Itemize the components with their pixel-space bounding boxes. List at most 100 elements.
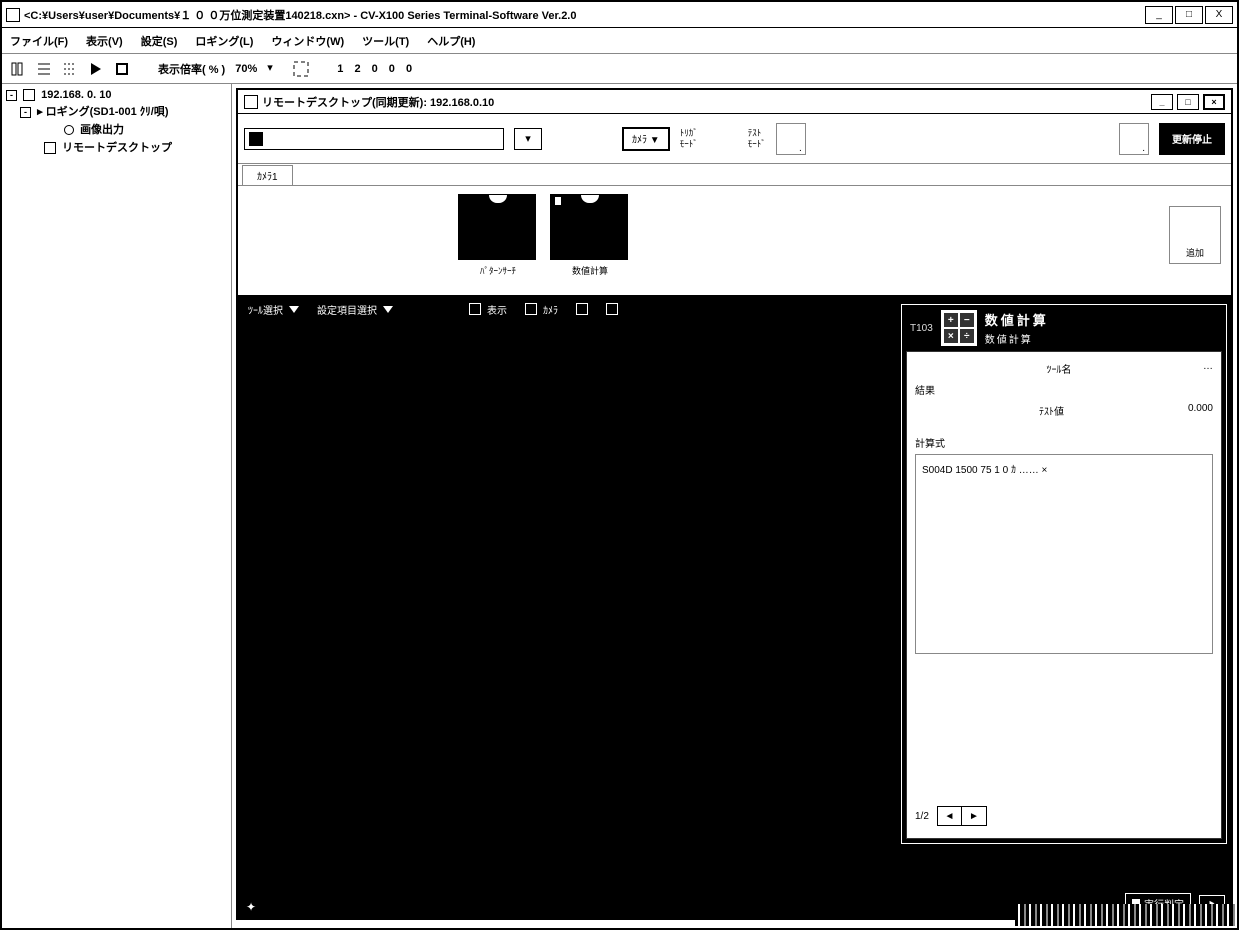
dropdown-icon (249, 132, 263, 146)
inner-minimize-button[interactable]: _ (1151, 94, 1173, 110)
menu-file[interactable]: ファイル(F) (10, 33, 68, 49)
menu-logging[interactable]: ロギング(L) (195, 33, 253, 49)
decorative-noise (1015, 904, 1235, 926)
thumb-label: ﾊﾟﾀｰﾝｻｰﾁ (458, 264, 538, 277)
panel-title: 数値計算 (985, 310, 1049, 329)
tree-output[interactable]: 画像出力 (6, 120, 227, 138)
chevron-down-icon (383, 306, 393, 313)
content-panel: リモートデスクトップ(同期更新): 192.168.0.10 _ □ × ▾ (232, 84, 1237, 928)
display-menu[interactable]: 表示 (469, 302, 507, 317)
minimize-button[interactable]: _ (1145, 6, 1173, 24)
mode-box-1[interactable] (776, 123, 806, 155)
tree-root[interactable]: - 192.168. 0. 10 (6, 88, 227, 102)
tool-select[interactable]: ﾂｰﾙ選択 (248, 302, 299, 317)
pager-label: 1/2 (915, 811, 929, 822)
value-toolname[interactable]: … (1203, 361, 1213, 376)
row-toolname: ﾂｰﾙ名 … (915, 361, 1213, 376)
add-tool-button[interactable]: 追加 (1169, 206, 1221, 264)
value-testvalue: 0.000 (1188, 403, 1213, 418)
tree-label: リモートデスクトップ (62, 142, 172, 154)
close-button[interactable]: X (1205, 6, 1233, 24)
tab-camera1[interactable]: ｶﾒﾗ1 (242, 165, 293, 185)
dropdown-expand[interactable]: ▾ (514, 128, 542, 150)
toolbar-icon-1[interactable] (10, 61, 26, 77)
device-icon (23, 89, 35, 101)
formula-text: S004D 1500 75 1 0 ｶ …… × (922, 465, 1047, 476)
zoom-dropdown-icon[interactable]: ▾ (267, 61, 283, 77)
expand-icon[interactable]: - (20, 107, 31, 118)
mode-box-2[interactable] (1119, 123, 1149, 155)
inner-titlebar: リモートデスクトップ(同期更新): 192.168.0.10 _ □ × (238, 90, 1231, 114)
titlebar: <C:¥Users¥user¥Documents¥１ ０ ０万位測定装置1402… (2, 2, 1237, 28)
app-icon (6, 8, 20, 22)
window-controls: _ □ X (1145, 6, 1233, 24)
inner-toolbar: ▾ ｶﾒﾗ ▼ ﾄﾘｶﾞﾓｰﾄﾞ ﾃｽﾄﾓｰﾄﾞ 更新停止 (238, 114, 1231, 164)
thumb-pattern-search[interactable]: ﾊﾟﾀｰﾝｻｰﾁ (458, 194, 538, 277)
toolbar-play-icon[interactable] (88, 61, 104, 77)
camera-view: ﾂｰﾙ選択 設定項目選択 表示 ｶﾒﾗ T103 +−×÷ (238, 296, 1231, 918)
inner-window-title: リモートデスクトップ(同期更新): 192.168.0.10 (262, 94, 494, 110)
menu-view[interactable]: 表示(V) (86, 33, 123, 49)
menu-help[interactable]: ヘルプ(H) (427, 33, 475, 49)
tree-panel: - 192.168. 0. 10 - ▸ ロギング(SD1-001 ｸﾘ/唄) … (2, 84, 232, 928)
camera-button[interactable]: ｶﾒﾗ ▼ (622, 127, 670, 151)
menu-tool[interactable]: ツール(T) (362, 33, 409, 49)
panel-body: ﾂｰﾙ名 … 結果 ﾃｽﾄ値 0.000 (906, 351, 1222, 839)
maximize-button[interactable]: □ (1175, 6, 1203, 24)
calc-icon: +−×÷ (941, 310, 977, 346)
tool-icon-2[interactable] (606, 303, 618, 315)
label-toolname: ﾂｰﾙ名 (1047, 361, 1072, 376)
formula-textarea[interactable]: S004D 1500 75 1 0 ｶ …… × (915, 454, 1213, 654)
toolbar-icon-3[interactable] (62, 61, 78, 77)
label-formula: 計算式 (915, 435, 1213, 450)
zoom-value[interactable]: 70% (235, 63, 257, 75)
trigger-label: ﾄﾘｶﾞﾓｰﾄﾞ (680, 128, 698, 150)
menu-window[interactable]: ウィンドウ(W) (271, 33, 344, 49)
camera-menu[interactable]: ｶﾒﾗ (525, 302, 558, 317)
label-result: 結果 (915, 382, 935, 397)
pager: 1/2 ◄ ► (915, 800, 1213, 832)
label-testvalue: ﾃｽﾄ値 (1039, 403, 1064, 418)
menu-settings[interactable]: 設定(S) (141, 33, 178, 49)
pager-prev-button[interactable]: ◄ (938, 807, 962, 825)
expand-icon[interactable]: - (6, 90, 17, 101)
program-dropdown[interactable] (244, 128, 504, 150)
tool-icon-1[interactable] (576, 303, 588, 315)
remote-icon (244, 95, 258, 109)
thumbnail-row: ﾊﾟﾀｰﾝｻｰﾁ 数値計算 追加 (238, 186, 1231, 296)
main-toolbar: 表示倍率( % ) 70% ▾ 1 2 0 0 0 (2, 54, 1237, 84)
fullscreen-icon[interactable] (293, 61, 309, 77)
circle-icon (64, 125, 74, 135)
pager-next-button[interactable]: ► (962, 807, 986, 825)
panel-header: T103 +−×÷ 数値計算 数値計算 (902, 305, 1226, 351)
tab-strip: ｶﾒﾗ1 (238, 164, 1231, 186)
calc-panel: T103 +−×÷ 数値計算 数値計算 (901, 304, 1227, 844)
zoom-label: 表示倍率( % ) (158, 61, 225, 77)
tree-logging[interactable]: - ▸ ロギング(SD1-001 ｸﾘ/唄) (6, 102, 227, 120)
thumb-label: 数値計算 (550, 264, 630, 277)
row-result: 結果 (915, 382, 1213, 397)
setting-select[interactable]: 設定項目選択 (317, 302, 393, 317)
counter-display: 1 2 0 0 0 (337, 63, 416, 75)
update-stop-button[interactable]: 更新停止 (1159, 123, 1225, 155)
thumb-calc[interactable]: 数値計算 (550, 194, 630, 277)
menubar: ファイル(F) 表示(V) 設定(S) ロギング(L) ウィンドウ(W) ツール… (2, 28, 1237, 54)
toolbar-stop-icon[interactable] (114, 61, 130, 77)
camera-icon (525, 303, 537, 315)
display-icon (469, 303, 481, 315)
remote-desktop-window: リモートデスクトップ(同期更新): 192.168.0.10 _ □ × ▾ (236, 88, 1233, 920)
test-label: ﾃｽﾄﾓｰﾄﾞ (748, 128, 766, 150)
row-testvalue: ﾃｽﾄ値 0.000 (915, 403, 1213, 418)
tree-label: ▸ ロギング(SD1-001 ｸﾘ/唄) (37, 106, 168, 118)
tree-root-label: 192.168. 0. 10 (41, 89, 111, 101)
panel-subtitle: 数値計算 (985, 331, 1049, 346)
remote-icon (44, 142, 56, 154)
inner-maximize-button[interactable]: □ (1177, 94, 1199, 110)
tree-remote[interactable]: リモートデスクトップ (6, 138, 227, 156)
window-title: <C:¥Users¥user¥Documents¥１ ０ ０万位測定装置1402… (24, 7, 576, 23)
inner-close-button[interactable]: × (1203, 94, 1225, 110)
main-area: - 192.168. 0. 10 - ▸ ロギング(SD1-001 ｸﾘ/唄) … (2, 84, 1237, 928)
toolbar-icon-2[interactable] (36, 61, 52, 77)
app-window: <C:¥Users¥user¥Documents¥１ ０ ０万位測定装置1402… (0, 0, 1239, 930)
corner-icon: ✦ (246, 900, 256, 914)
